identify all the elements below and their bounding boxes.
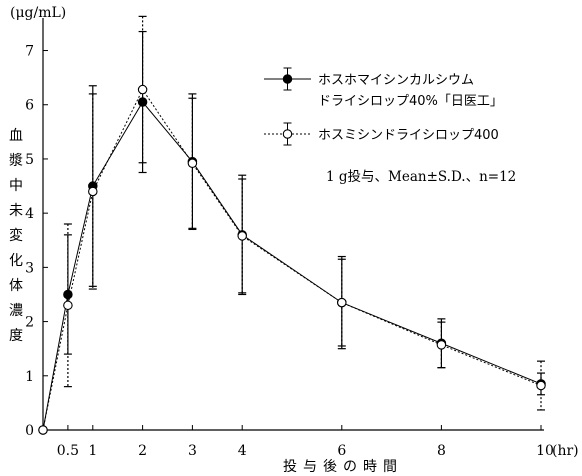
chart-annotation: 1 g投与、Mean±S.D.、n=12: [326, 169, 516, 185]
series-layer: [38, 15, 546, 435]
data-point: [536, 380, 546, 391]
series-2: [38, 15, 546, 435]
x-unit-label: (hr): [552, 443, 579, 459]
legend-marker: [282, 74, 293, 84]
x-tick-label: 1: [88, 443, 97, 459]
y-axis-title-char: 未: [9, 203, 23, 219]
y-tick-label: 5: [25, 152, 34, 168]
y-axis-title-char: 中: [9, 178, 23, 194]
y-tick-label: 4: [25, 206, 34, 222]
legend-marker: [282, 129, 293, 139]
data-point: [337, 297, 347, 308]
legend-label: ドライシロップ40%「日医工」: [318, 94, 503, 109]
series-line: [42, 88, 542, 431]
series-line: [42, 101, 542, 431]
y-axis-title-char: 血: [9, 128, 23, 144]
data-point: [436, 340, 447, 350]
data-point: [88, 186, 98, 197]
x-tick-label: 2: [138, 443, 147, 459]
y-axis-title-char: 体: [9, 278, 23, 294]
x-tick-label: 3: [188, 443, 197, 459]
data-point: [187, 158, 198, 169]
legend-label: ホスホマイシンカルシウム: [318, 73, 474, 88]
y-tick-label: 0: [25, 423, 34, 439]
data-point: [237, 231, 247, 241]
data-point: [38, 425, 48, 435]
x-tick-label: 8: [437, 443, 446, 459]
y-axis-title-char: 化: [9, 253, 23, 269]
y-tick-label: 7: [25, 44, 34, 60]
legend: ホスホマイシンカルシウムドライシロップ40%「日医工」ホスミシンドライシロップ4…: [264, 67, 503, 146]
y-tick-label: 2: [25, 315, 34, 331]
y-axis-title-char: 度: [9, 328, 23, 344]
series-1: [38, 30, 546, 435]
x-tick-labels: 0.5 1 2 3 4 6 8 10: [57, 443, 554, 459]
x-tick-label: 0.5: [57, 443, 79, 459]
data-point: [137, 84, 148, 95]
data-point: [63, 300, 73, 311]
y-unit-label: (μg/mL): [10, 5, 66, 21]
x-tick-label: 4: [238, 443, 247, 459]
y-axis-title-char: 濃: [9, 303, 23, 319]
legend-label: ホスミシンドライシロップ400: [318, 128, 499, 143]
x-tick-label: 10: [536, 443, 554, 459]
y-tick-label: 6: [25, 98, 34, 114]
y-axis-title-char: 漿: [9, 153, 23, 169]
y-tick-labels: 0 1 2 3 4 5 6 7: [25, 44, 34, 439]
x-tick-label: 6: [337, 443, 346, 459]
axes: [42, 18, 544, 431]
y-tick-label: 3: [25, 260, 34, 276]
y-axis-title-char: 変: [9, 227, 23, 244]
x-axis-title: 投与後の時間: [283, 459, 403, 475]
y-tick-label: 1: [25, 369, 34, 385]
